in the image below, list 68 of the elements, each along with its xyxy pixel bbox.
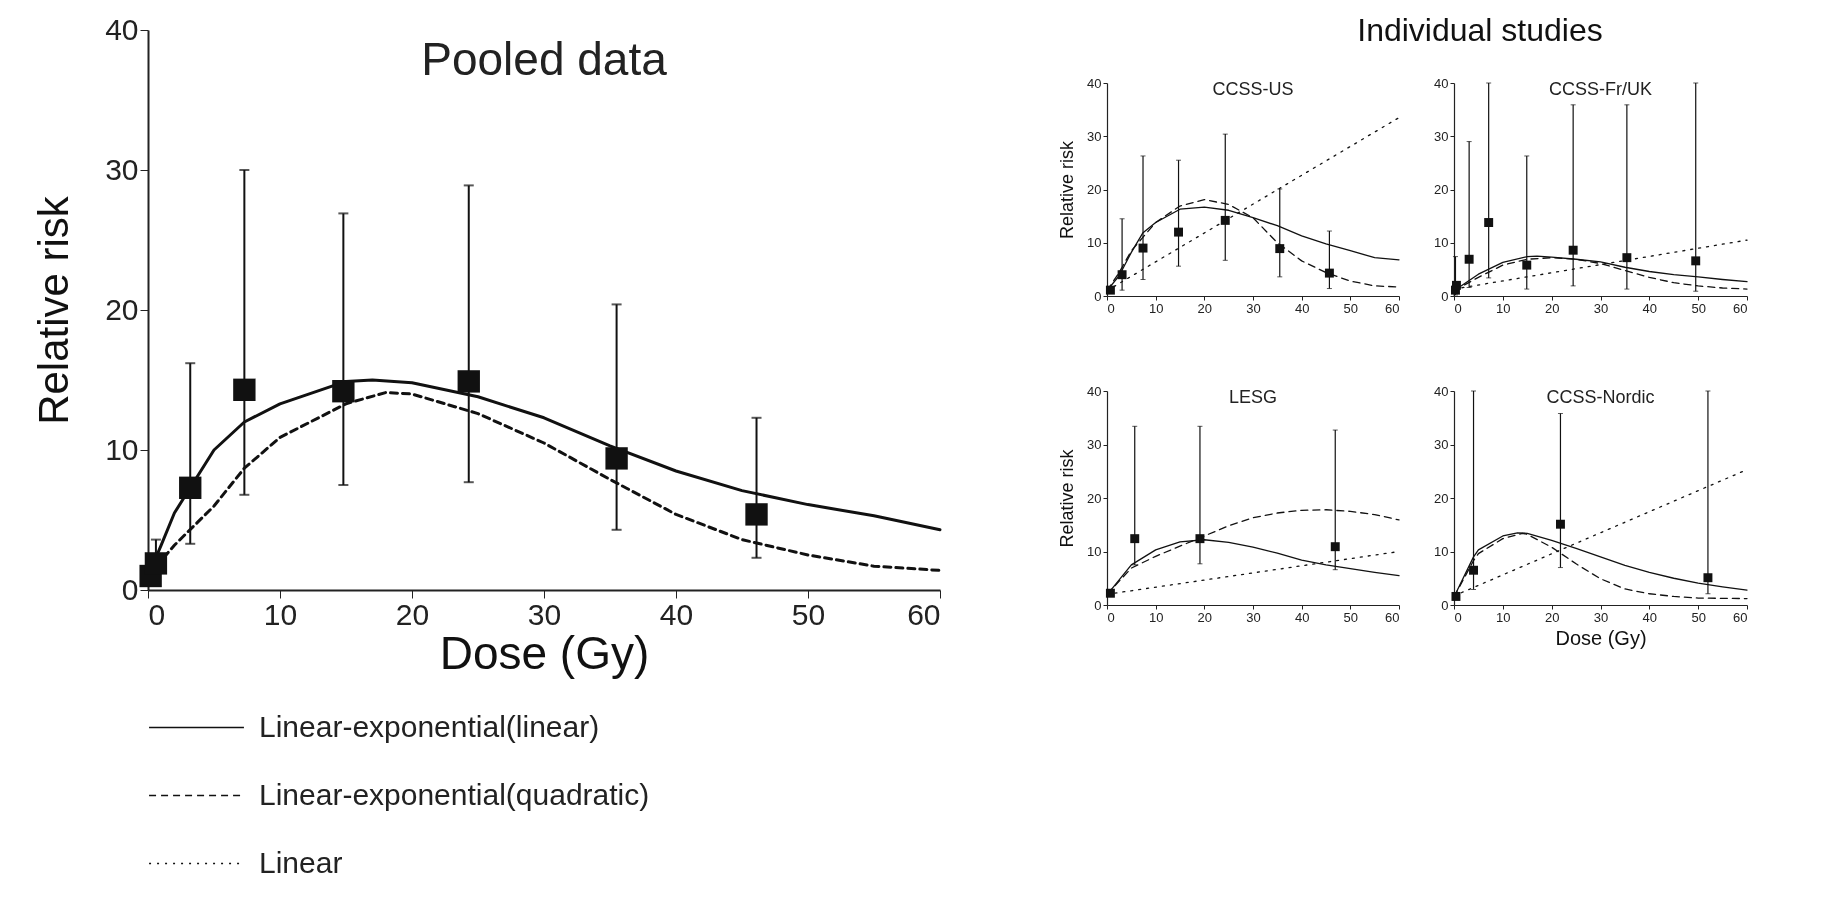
x-tick-label: 0 <box>1107 609 1115 625</box>
y-tick-label: 20 <box>1087 490 1102 506</box>
x-tick-label: 10 <box>1148 300 1164 316</box>
y-tick-label: 40 <box>1434 383 1449 399</box>
x-tick-label: 40 <box>1642 300 1658 316</box>
x-axis-title: Dose (Gy) <box>1555 626 1647 649</box>
x-tick-label: 20 <box>1544 300 1560 316</box>
legend-label: Linear-exponential(linear) <box>259 709 600 743</box>
x-tick-label: 50 <box>1343 300 1359 316</box>
x-tick-label: 10 <box>1496 609 1511 625</box>
x-tick-label: 10 <box>263 597 298 631</box>
x-tick-label: 50 <box>1691 609 1706 625</box>
x-tick-label: 50 <box>1343 609 1359 625</box>
x-tick-label: 60 <box>1385 300 1400 316</box>
chart-title: CCSS-Nordic <box>1546 387 1655 407</box>
x-tick-label: 40 <box>659 597 694 631</box>
x-tick-label: 50 <box>791 597 826 631</box>
x-tick-label: 0 <box>1454 300 1462 316</box>
x-tick-label: 20 <box>1197 300 1213 316</box>
y-tick-label: 40 <box>105 12 139 46</box>
x-tick-label: 60 <box>907 597 941 631</box>
legend-label: Linear-exponential(quadratic) <box>259 777 650 811</box>
x-tick-label: 30 <box>1246 609 1261 625</box>
y-tick-label: 10 <box>1434 235 1449 251</box>
x-tick-label: 10 <box>1148 609 1164 625</box>
y-tick-label: 0 <box>1094 288 1102 304</box>
y-axis-title: Relative risk <box>1057 448 1078 548</box>
x-tick-label: 0 <box>1107 300 1115 316</box>
y-tick-label: 0 <box>1441 288 1449 304</box>
y-tick-label: 10 <box>1087 544 1102 559</box>
chart-title: CCSS-Fr/UK <box>1549 79 1652 99</box>
y-tick-label: 10 <box>1087 235 1102 251</box>
x-tick-label: 30 <box>1246 300 1261 316</box>
y-tick-label: 30 <box>1434 128 1449 144</box>
x-tick-label: 0 <box>148 597 166 631</box>
x-tick-label: 40 <box>1294 300 1310 316</box>
x-tick-label: 60 <box>1733 609 1748 625</box>
y-tick-label: 30 <box>1087 128 1102 144</box>
y-axis-title: Relative risk <box>1057 139 1078 240</box>
x-tick-label: 30 <box>1593 300 1609 316</box>
legend-label: Linear <box>259 845 343 879</box>
y-axis-title: Relative risk <box>30 195 78 425</box>
x-tick-label: 10 <box>1496 300 1511 316</box>
y-tick-label: 40 <box>1087 383 1102 399</box>
y-tick-label: 10 <box>105 432 139 466</box>
x-tick-label: 60 <box>1733 300 1748 316</box>
x-tick-label: 20 <box>1197 609 1213 625</box>
x-tick-label: 20 <box>1544 609 1560 625</box>
y-tick-label: 10 <box>1434 544 1449 559</box>
x-tick-label: 30 <box>1593 609 1609 625</box>
y-tick-label: 30 <box>105 152 139 186</box>
x-tick-label: 50 <box>1691 300 1706 316</box>
y-tick-label: 40 <box>1087 75 1102 91</box>
y-tick-label: 20 <box>1087 182 1102 197</box>
x-tick-label: 20 <box>395 597 430 631</box>
x-tick-label: 40 <box>1642 609 1658 625</box>
y-tick-label: 20 <box>1434 182 1449 197</box>
y-tick-label: 20 <box>1434 490 1449 506</box>
text: Individual studies <box>1356 12 1604 49</box>
x-tick-label: 0 <box>1454 609 1462 625</box>
x-tick-label: 40 <box>1294 609 1310 625</box>
y-tick-label: 30 <box>1087 437 1102 452</box>
y-tick-label: 30 <box>1434 437 1449 452</box>
chart-title: CCSS-US <box>1212 79 1294 99</box>
chart-title: Pooled data <box>421 33 668 85</box>
chart-title: LESG <box>1228 387 1278 407</box>
y-tick-label: 40 <box>1434 75 1449 91</box>
x-tick-label: 60 <box>1385 609 1400 625</box>
